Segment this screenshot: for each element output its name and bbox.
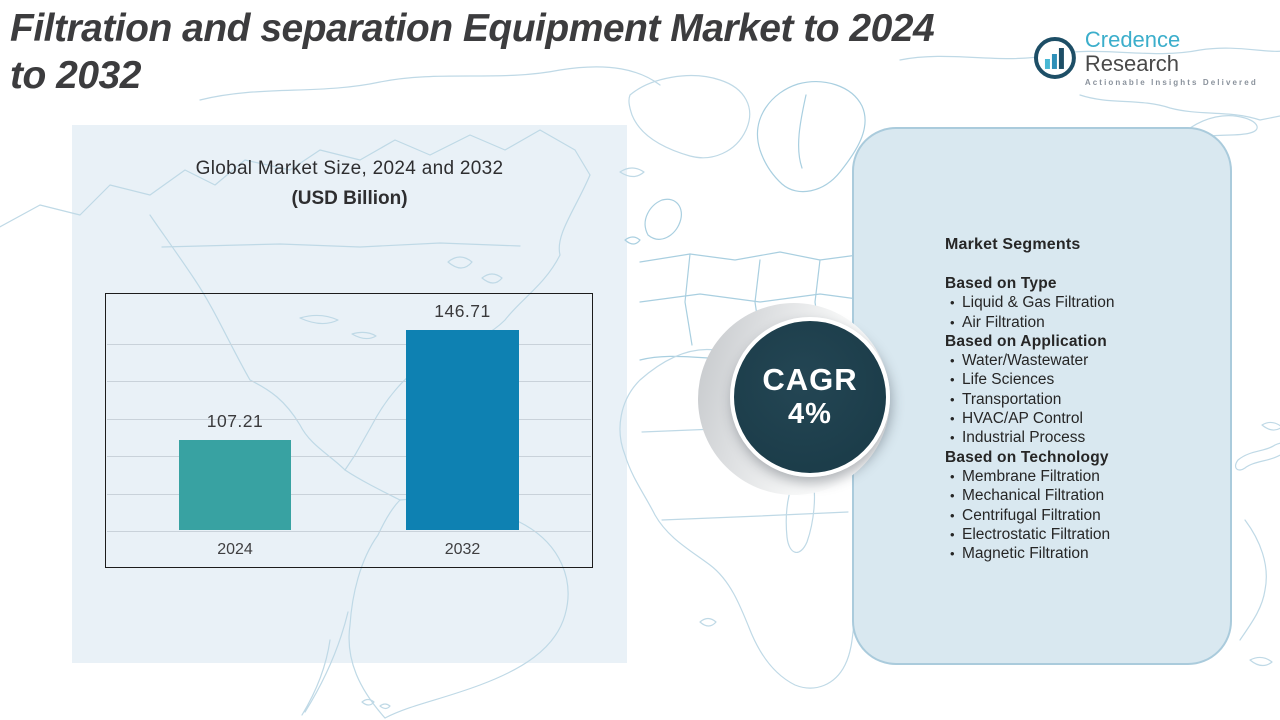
segment-item: • Transportation [945,390,1215,409]
bar-chart-plot: 107.21 2024 146.71 2032 [105,293,593,568]
segment-groups: Based on Type • Liquid & Gas Filtration • Ai… [945,274,1215,563]
segment-item: • Centrifugal Filtration [945,506,1215,525]
segment-group-title: Based on Technology [945,448,1109,466]
segment-item-label: Transportation [962,390,1062,408]
segment-item-label: Industrial Process [962,429,1086,447]
bullet-icon: • [950,295,955,311]
segment-item: • Air Filtration [945,313,1215,332]
page-title: Filtration and separation Equipment Mark… [10,6,1130,100]
segment-item-label: Membrane Filtration [962,467,1100,485]
segments-panel [852,127,1232,665]
bar-value-label: 107.21 [206,411,264,431]
market-segments: Market Segments Based on Type • Liquid & G… [945,236,1215,563]
bullet-icon: • [950,507,955,523]
chart-title-block: Global Market Size, 2024 and 2032 (USD B… [72,158,627,210]
bullet-icon: • [950,314,955,330]
segment-group-title: Based on Type [945,275,1057,292]
segment-item-label: Magnetic Filtration [962,545,1089,563]
segment-item: • Liquid & Gas Filtration [945,293,1215,312]
bullet-icon: • [950,526,955,542]
bullet-icon: • [950,372,955,388]
segments-heading: Market Segments [945,236,1081,253]
bar-category-label: 2024 [217,541,253,558]
bullet-icon: • [950,488,955,504]
segment-item: • Water/Wastewater [945,351,1215,370]
segment-item-label: Air Filtration [962,313,1045,331]
segment-item: • Membrane Filtration [945,467,1215,486]
gridline [107,531,591,532]
segment-item-label: HVAC/AP Control [962,410,1083,428]
segment-group-title: Based on Application [945,332,1107,350]
bullet-icon: • [950,430,955,446]
segment-item: • Magnetic Filtration [945,544,1215,563]
bullet-icon: • [950,411,955,427]
bar-2032 [406,330,519,530]
segment-item-label: Water/Wastewater [962,352,1089,370]
segment-item: • Electrostatic Filtration [945,525,1215,544]
bullet-icon: • [950,353,955,369]
chart-title: Global Market Size, 2024 and 2032 [195,158,504,179]
segment-item-label: Life Sciences [962,371,1055,389]
segment-item: • Mechanical Filtration [945,486,1215,505]
chart-subtitle: (USD Billion) [291,188,408,209]
page-title-line2: to 2032 [10,53,141,97]
segment-item: • Industrial Process [945,428,1215,447]
segment-item-label: Electrostatic Filtration [962,525,1111,543]
segment-item-label: Mechanical Filtration [962,487,1105,505]
logo-tagline: Actionable Insights Delivered [1084,78,1258,87]
segment-item: • HVAC/AP Control [945,409,1215,428]
cagr-badge: CAGR 4% [730,317,890,477]
bullet-icon: • [950,468,955,484]
bar-category-label: 2032 [444,541,481,558]
cagr-label: CAGR [762,362,858,397]
page-title-line1: Filtration and separation Equipment Mark… [10,7,935,50]
segment-item: • Life Sciences [945,370,1215,389]
segment-item-label: Centrifugal Filtration [962,506,1101,524]
cagr-value: 4% [788,398,832,430]
bar-value-label: 146.71 [434,301,491,321]
brand-primary: Credence [1084,27,1181,52]
segment-item-label: Liquid & Gas Filtration [962,294,1115,312]
bullet-icon: • [950,546,955,562]
bullet-icon: • [950,391,955,407]
bar-2024 [179,440,291,530]
